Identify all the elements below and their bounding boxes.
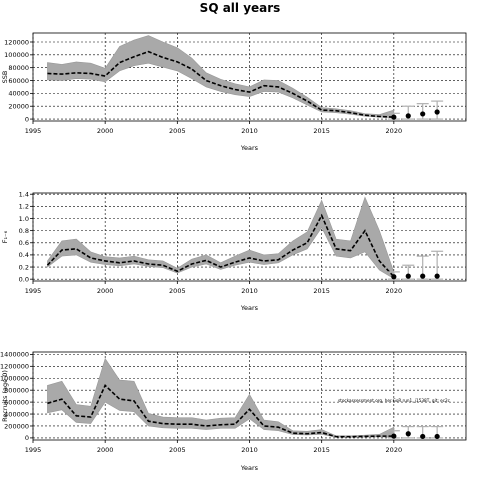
forecast-point: [391, 274, 397, 280]
x-tick-label: 2000: [97, 446, 114, 454]
y-tick-label: 1.4: [19, 191, 29, 199]
x-axis-label: Years: [240, 144, 259, 152]
x-axis-label: Years: [240, 304, 259, 312]
x-tick-label: 2015: [313, 127, 330, 135]
x-tick-label: 2005: [169, 287, 186, 295]
x-tick-label: 2020: [386, 287, 403, 295]
forecast-point: [434, 109, 440, 115]
estimate-line: [47, 50, 394, 118]
x-tick-label: 2020: [386, 446, 403, 454]
forecast-point: [391, 433, 397, 439]
x-tick-label: 2020: [386, 127, 403, 135]
forecast-point: [405, 113, 411, 119]
y-tick-label: 1200000: [0, 363, 29, 371]
chart-panel-3: 1995 2000 2005 2010 2015 2020 0 200000 400000 600…: [0, 351, 467, 472]
confidence-band: [47, 35, 395, 119]
x-axis-label: Years: [240, 464, 259, 472]
y-tick-label: 120000: [4, 38, 29, 46]
chart-panel-2: 1995 2000 2005 2010 2015 2020 0.0 0.2 0.4 0.6 0.8 1…: [1, 191, 467, 312]
y-tick-label: 0: [25, 115, 29, 123]
forecast-point: [420, 273, 426, 279]
y-tick-label: 60000: [8, 77, 29, 85]
forecast-point: [391, 114, 397, 120]
y-tick-label: 1400000: [0, 351, 29, 359]
x-tick-label: 1995: [25, 287, 42, 295]
y-tick-label: 1.2: [19, 203, 29, 211]
y-tick-label: 20000: [8, 103, 29, 111]
x-tick-label: 2015: [313, 446, 330, 454]
y-axis-label: Recruits (age 0): [1, 370, 9, 422]
estimate-line: [47, 384, 394, 438]
x-tick-label: 2010: [241, 127, 258, 135]
y-tick-label: 400000: [4, 410, 29, 418]
forecast-point: [434, 273, 440, 279]
forecast-point: [420, 111, 426, 117]
y-axis-label: SSB: [1, 71, 9, 84]
forecast-point: [420, 433, 426, 440]
estimate-line: [46, 213, 395, 278]
y-tick-label: 0.4: [19, 251, 29, 259]
y-tick-label: 1000000: [0, 375, 29, 383]
x-tick-label: 1995: [25, 446, 42, 454]
chart-panel-1: 1995 2000 2005 2010 2015 2020 0 20000 40000 60000…: [1, 32, 467, 152]
y-tick-label: 0.2: [19, 263, 29, 271]
y-axis-label: F₁₋₆: [1, 230, 9, 243]
x-tick-label: 2000: [97, 287, 114, 295]
y-tick-label: 80000: [8, 64, 29, 72]
y-tick-label: 200000: [4, 422, 29, 430]
y-tick-label: 0.8: [19, 227, 29, 235]
y-tick-label: 0: [25, 434, 29, 442]
forecast-point: [405, 273, 411, 279]
x-tick-label: 2000: [97, 127, 114, 135]
y-tick-label: 100000: [4, 51, 29, 59]
x-tick-label: 1995: [25, 127, 42, 135]
y-tick-label: 0.6: [19, 239, 29, 247]
y-tick-label: 0.0: [19, 275, 29, 283]
y-tick-label: 600000: [4, 398, 29, 406]
y-tick-label: 800000: [4, 386, 29, 394]
x-tick-label: 2010: [241, 446, 258, 454]
y-tick-label: 40000: [8, 90, 29, 98]
x-tick-label: 2015: [313, 287, 330, 295]
x-tick-label: 2010: [241, 287, 258, 295]
y-tick-label: 1.0: [19, 215, 29, 223]
forecast-point: [405, 431, 411, 437]
page-title: SQ all years: [199, 1, 281, 15]
x-tick-label: 2005: [169, 446, 186, 454]
stamp-annotation: stockassessment.org, her.GoR.run1, j1538…: [338, 398, 451, 403]
forecast-point: [434, 433, 440, 440]
x-tick-label: 2005: [169, 127, 186, 135]
